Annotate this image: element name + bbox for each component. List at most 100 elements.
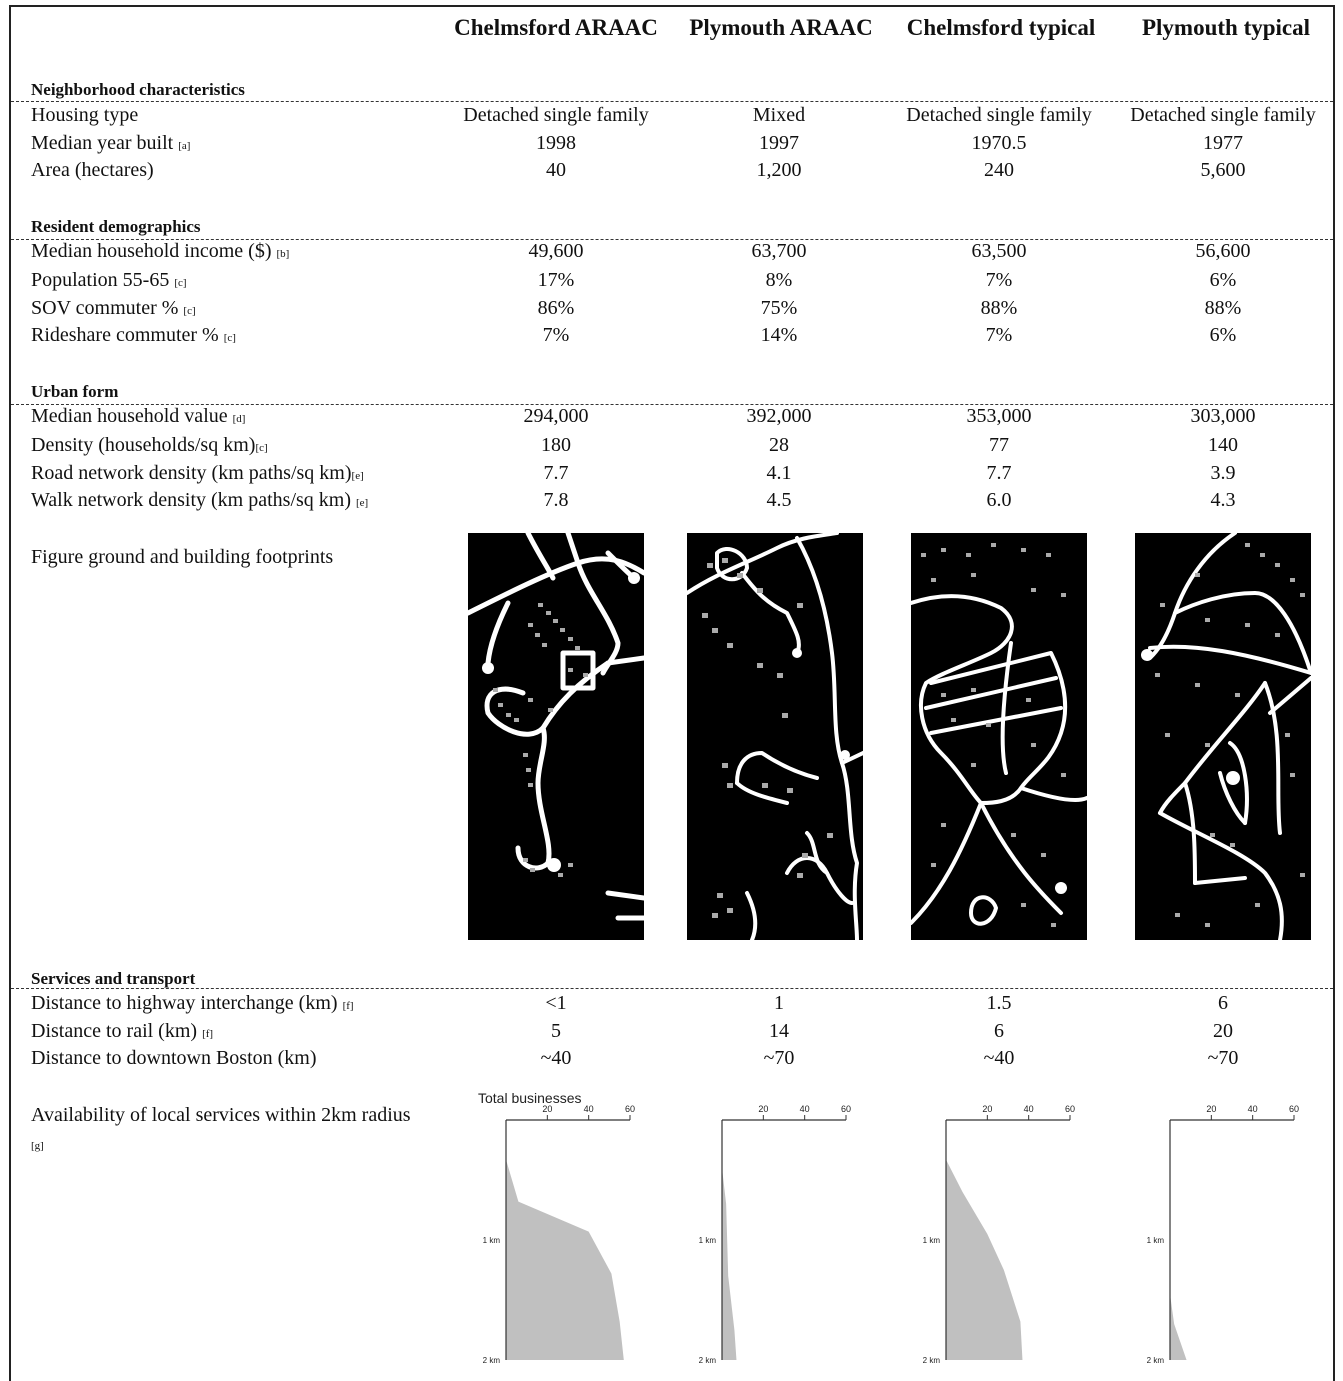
cell: 7.7: [543, 462, 569, 484]
cell: 17%: [537, 269, 575, 291]
section-divider: [11, 988, 1333, 989]
column-header-plymouth-typical: Plymouth typical: [1141, 15, 1311, 40]
cell: 75%: [760, 297, 798, 319]
cell: 28: [769, 434, 789, 456]
y-tick-label: 2 km: [699, 1356, 717, 1365]
row-distance-downtown: Distance to downtown Boston (km) ~40 ~70…: [0, 1047, 1343, 1069]
y-tick-label: 2 km: [483, 1356, 501, 1365]
column-header-chelmsford-typical: Chelmsford typical: [906, 15, 1096, 40]
cell: 77: [989, 434, 1009, 456]
column-header-plymouth-araac: Plymouth ARAAC: [689, 15, 873, 40]
x-tick-label: 60: [1289, 1104, 1299, 1114]
row-population-55-65: Population 55-65 [c] 17% 8% 7% 6%: [0, 269, 1343, 297]
cell: 14: [769, 1020, 789, 1042]
row-distance-rail: Distance to rail (km) [f] 5 14 6 20: [0, 1020, 1343, 1048]
row-label: Median household value [d]: [31, 405, 246, 427]
figure-ground-map-chelmsford-typical: [911, 533, 1087, 940]
row-road-network-density: Road network density (km paths/sq km)[e]…: [0, 462, 1343, 490]
row-label: Road network density (km paths/sq km)[e]: [31, 462, 364, 484]
section-divider: [11, 239, 1333, 240]
services-chart-plymouth-typical: 20 40 60 1 km 2 km: [1134, 1090, 1304, 1372]
cell: 86%: [537, 297, 575, 319]
cell: 6%: [1209, 324, 1237, 346]
section-heading-urban-form: Urban form: [31, 382, 119, 401]
services-chart-chelmsford-araac: 20 40 60 1 km 2 km Total businesses: [470, 1090, 640, 1372]
cell: 303,000: [1190, 405, 1256, 427]
x-tick-label: 40: [584, 1104, 594, 1114]
row-sov-commuter: SOV commuter % [c] 86% 75% 88% 88%: [0, 297, 1343, 325]
chart-title: Total businesses: [478, 1090, 582, 1106]
cell: 1.5: [986, 992, 1012, 1014]
cell: 1,200: [756, 159, 802, 181]
y-tick-label: 1 km: [1147, 1236, 1165, 1245]
row-label: Housing type: [31, 104, 139, 126]
cell: Detached single family: [1130, 104, 1316, 126]
cell: ~40: [540, 1047, 572, 1069]
figure-ground-label: Figure ground and building footprints: [31, 546, 334, 568]
x-tick-label: 40: [1248, 1104, 1258, 1114]
row-label: Density (households/sq km)[c]: [31, 434, 268, 456]
row-label: Walk network density (km paths/sq km) [e…: [31, 489, 369, 511]
x-tick-label: 60: [1065, 1104, 1075, 1114]
cell: 6.0: [986, 489, 1012, 511]
x-tick-label: 40: [1024, 1104, 1034, 1114]
cell: Mixed: [752, 104, 806, 126]
y-tick-label: 1 km: [483, 1236, 501, 1245]
row-label: Distance to highway interchange (km) [f]: [31, 992, 354, 1014]
cell: 353,000: [966, 405, 1032, 427]
cell: 6: [1218, 992, 1228, 1014]
cell: 140: [1208, 434, 1238, 456]
cell: 14%: [760, 324, 798, 346]
cell: <1: [545, 992, 567, 1014]
y-tick-label: 2 km: [923, 1356, 941, 1365]
row-rideshare-commuter: Rideshare commuter % [c] 7% 14% 7% 6%: [0, 324, 1343, 352]
cell: 1977: [1203, 132, 1243, 154]
x-tick-label: 20: [982, 1104, 992, 1114]
cell: 40: [546, 159, 566, 181]
row-walk-network-density: Walk network density (km paths/sq km) [e…: [0, 489, 1343, 517]
cell: 7.8: [543, 489, 569, 511]
cell: 6%: [1209, 269, 1237, 291]
row-distance-highway: Distance to highway interchange (km) [f]…: [0, 992, 1343, 1020]
services-chart-plymouth-araac: 20 40 60 1 km 2 km: [686, 1090, 856, 1372]
cell: ~70: [1207, 1047, 1239, 1069]
cell: 1970.5: [971, 132, 1027, 154]
services-chart-chelmsford-typical: 20 40 60 1 km 2 km: [910, 1090, 1080, 1372]
figure-ground-map-plymouth-typical: [1135, 533, 1311, 940]
column-header-chelmsford-araac: Chelmsford ARAAC: [454, 15, 658, 40]
cell: 3.9: [1210, 462, 1236, 484]
cell: 88%: [1204, 297, 1242, 319]
row-density: Density (households/sq km)[c] 180 28 77 …: [0, 434, 1343, 462]
row-median-household-value: Median household value [d] 294,000 392,0…: [0, 405, 1343, 433]
cell: Detached single family: [463, 104, 649, 126]
cell: 20: [1213, 1020, 1233, 1042]
cell: 1: [774, 992, 784, 1014]
x-tick-label: 20: [542, 1104, 552, 1114]
cell: 4.5: [766, 489, 792, 511]
section-heading-demographics: Resident demographics: [31, 217, 201, 236]
cell: 7%: [985, 269, 1013, 291]
cell: 294,000: [523, 405, 589, 427]
cell: 6: [994, 1020, 1004, 1042]
row-label: Area (hectares): [31, 159, 154, 181]
row-median-household-income: Median household income ($) [b] 49,600 6…: [0, 240, 1343, 268]
cell: 4.3: [1210, 489, 1236, 511]
x-tick-label: 40: [800, 1104, 810, 1114]
cell: ~40: [983, 1047, 1015, 1069]
y-tick-label: 1 km: [923, 1236, 941, 1245]
x-tick-label: 60: [841, 1104, 851, 1114]
row-area: Area (hectares) 40 1,200 240 5,600: [0, 159, 1343, 187]
row-label: Distance to downtown Boston (km): [31, 1047, 317, 1069]
cell: 180: [541, 434, 571, 456]
cell: 240: [984, 159, 1014, 181]
cell: 1997: [759, 132, 799, 154]
cell: 63,500: [971, 240, 1027, 262]
figure-ground-map-chelmsford-araac: [468, 533, 644, 940]
cell: 7.7: [986, 462, 1012, 484]
y-tick-label: 1 km: [699, 1236, 717, 1245]
section-heading-services: Services and transport: [31, 969, 196, 988]
cell: Detached single family: [906, 104, 1092, 126]
row-housing-type: Housing type Detached single family Mixe…: [0, 104, 1343, 132]
area-series: [1170, 1294, 1187, 1360]
